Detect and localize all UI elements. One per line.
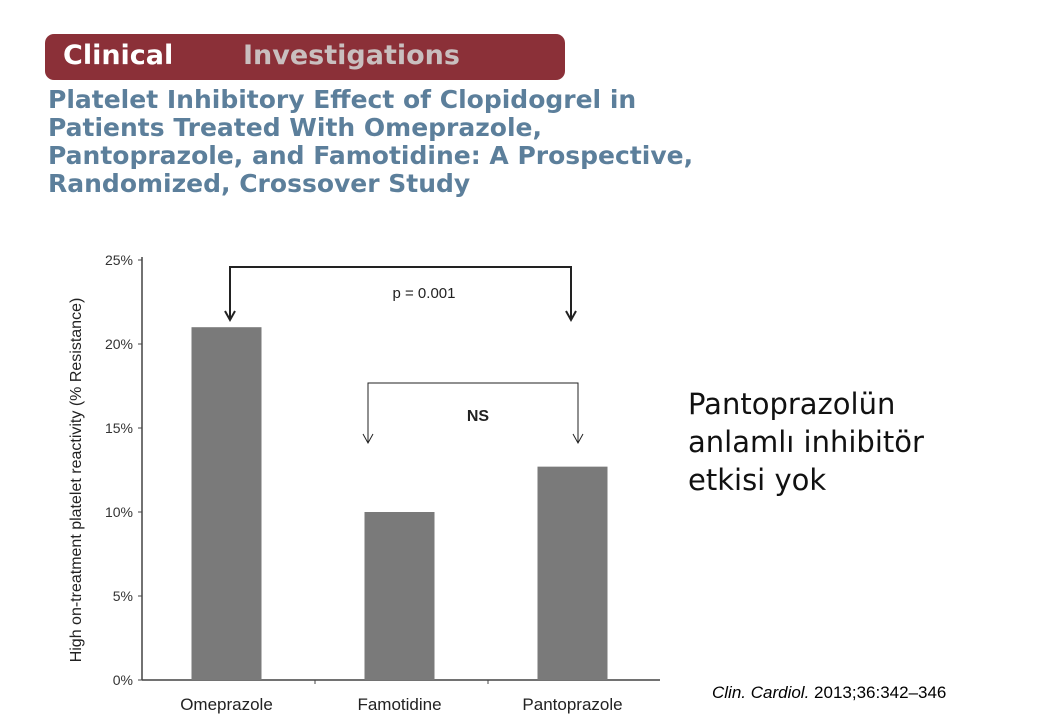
- y-tick-label: 20%: [105, 336, 133, 352]
- bar-famotidine: [364, 512, 435, 680]
- significance-label: NS: [467, 408, 490, 425]
- x-tick-label: Omeprazole: [180, 695, 273, 714]
- banner-word-clinical: Clinical: [63, 40, 174, 71]
- y-tick-label: 5%: [113, 588, 133, 604]
- arrowhead-icon: [362, 433, 374, 445]
- citation-journal: Clin. Cardiol.: [712, 683, 810, 702]
- y-tick-label: 15%: [105, 420, 133, 436]
- article-title: Platelet Inhibitory Effect of Clopidogre…: [48, 86, 1008, 198]
- commentary-note: Pantoprazolün anlamlı inhibitör etkisi y…: [688, 385, 924, 499]
- arrowhead-icon: [224, 310, 236, 323]
- banner-word-investigations: Investigations: [243, 40, 460, 71]
- significance-bracket: [367, 382, 579, 443]
- title-line: Pantoprazole, and Famotidine: A Prospect…: [48, 141, 694, 170]
- title-line: Platelet Inhibitory Effect of Clopidogre…: [48, 85, 637, 114]
- significance-label: p = 0.001: [393, 285, 456, 302]
- note-line: Pantoprazolün: [688, 387, 896, 421]
- x-tick-label: Pantoprazole: [522, 695, 622, 714]
- y-tick-label: 25%: [105, 252, 133, 268]
- y-axis-label: High on-treatment platelet reactivity (%…: [68, 298, 85, 663]
- citation-ref: 2013;36:342–346: [809, 683, 947, 702]
- note-line: anlamlı inhibitör: [688, 425, 924, 459]
- title-line: Patients Treated With Omeprazole,: [48, 113, 542, 142]
- arrowhead-icon: [565, 310, 577, 323]
- significance-bracket: [229, 266, 572, 320]
- bar-pantoprazole: [537, 466, 608, 680]
- y-tick-label: 0%: [113, 672, 133, 688]
- y-tick-label: 10%: [105, 504, 133, 520]
- bar-omeprazole: [191, 327, 262, 680]
- citation: Clin. Cardiol. 2013;36:342–346: [712, 683, 946, 703]
- note-line: etkisi yok: [688, 463, 827, 497]
- arrowhead-icon: [572, 433, 584, 445]
- section-banner: Clinical Investigations: [45, 34, 565, 80]
- title-line: Randomized, Crossover Study: [48, 169, 471, 198]
- x-tick-label: Famotidine: [357, 695, 441, 714]
